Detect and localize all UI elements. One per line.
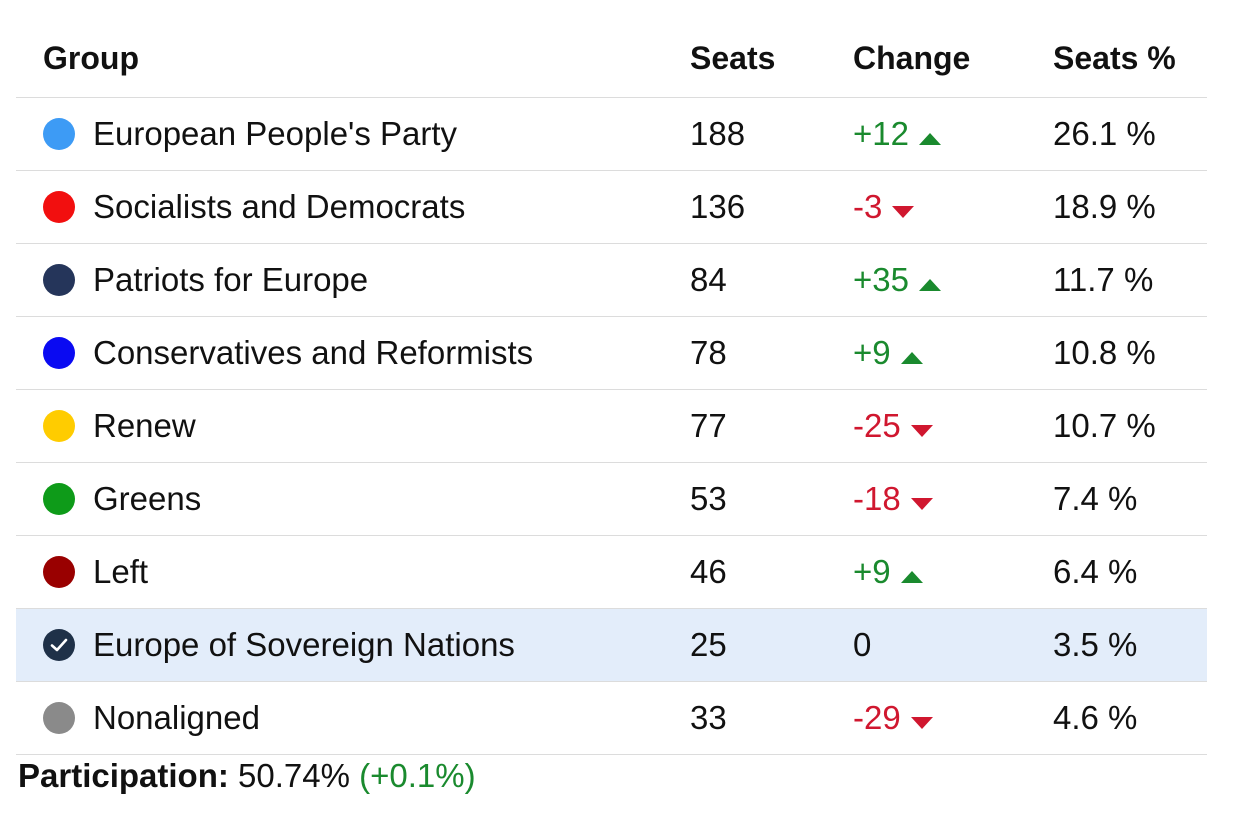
- seats-value: 46: [690, 553, 727, 590]
- seats-pct-value: 7.4 %: [1053, 480, 1138, 517]
- seats-pct-value: 6.4 %: [1053, 553, 1138, 590]
- color-dot-icon: [43, 702, 75, 734]
- group-name: Patriots for Europe: [93, 261, 369, 298]
- seats-value: 188: [690, 115, 746, 152]
- change-cell: -3: [853, 171, 915, 243]
- table-row[interactable]: Patriots for Europe 84 +35 11.7 %: [16, 244, 1207, 317]
- group-cell: Patriots for Europe: [43, 244, 368, 316]
- table-row[interactable]: Nonaligned 33 -29 4.6 %: [16, 682, 1207, 755]
- triangle-up-icon: [918, 261, 941, 299]
- checkmark-icon: [43, 629, 75, 661]
- change-value: +9: [853, 334, 891, 371]
- color-dot-icon: [43, 264, 75, 296]
- change-cell: -18: [853, 463, 933, 535]
- color-dot-icon: [43, 337, 75, 369]
- seats-value: 77: [690, 407, 727, 444]
- table-row[interactable]: Conservatives and Reformists 78 +9 10.8 %: [16, 317, 1207, 390]
- triangle-up-icon: [918, 115, 941, 153]
- change-value: +35: [853, 261, 909, 298]
- participation-label: Participation:: [18, 757, 229, 794]
- seats-pct-value: 10.7 %: [1053, 407, 1156, 444]
- triangle-down-icon: [892, 188, 915, 226]
- seats-pct-value: 26.1 %: [1053, 115, 1156, 152]
- color-dot-icon: [43, 483, 75, 515]
- participation-line: Participation: 50.74% (+0.1%): [18, 757, 476, 795]
- table-body: European People's Party 188 +12 26.1 % Socia…: [16, 98, 1207, 755]
- seats-value: 78: [690, 334, 727, 371]
- group-name: Renew: [93, 407, 196, 444]
- group-cell: Conservatives and Reformists: [43, 317, 533, 389]
- group-cell: Left: [43, 536, 148, 608]
- group-name: Nonaligned: [93, 699, 260, 736]
- change-value: +9: [853, 553, 891, 590]
- change-cell: +12: [853, 98, 941, 170]
- triangle-down-icon: [910, 480, 933, 518]
- group-cell: European People's Party: [43, 98, 457, 170]
- participation-delta: (+0.1%): [359, 757, 476, 794]
- group-name: Europe of Sovereign Nations: [93, 626, 515, 663]
- seats-pct-value: 4.6 %: [1053, 699, 1138, 736]
- group-cell: Renew: [43, 390, 196, 462]
- table-row[interactable]: European People's Party 188 +12 26.1 %: [16, 98, 1207, 171]
- seats-value: 33: [690, 699, 727, 736]
- group-name: Conservatives and Reformists: [93, 334, 534, 371]
- seats-value: 84: [690, 261, 727, 298]
- color-dot-icon: [43, 191, 75, 223]
- table-row[interactable]: Europe of Sovereign Nations 25 0 3.5 %: [16, 609, 1207, 682]
- seats-value: 25: [690, 626, 727, 663]
- change-cell: -29: [853, 682, 933, 754]
- group-name: Greens: [93, 480, 202, 517]
- change-value: +12: [853, 115, 909, 152]
- triangle-down-icon: [910, 699, 933, 737]
- change-value: -3: [853, 188, 883, 225]
- change-cell: +9: [853, 536, 923, 608]
- seats-value: 53: [690, 480, 727, 517]
- triangle-down-icon: [910, 407, 933, 445]
- group-cell: Europe of Sovereign Nations: [43, 609, 515, 681]
- seats-value: 136: [690, 188, 746, 225]
- triangle-up-icon: [900, 553, 923, 591]
- table-row[interactable]: Renew 77 -25 10.7 %: [16, 390, 1207, 463]
- group-name: Socialists and Democrats: [93, 188, 466, 225]
- table-row[interactable]: Greens 53 -18 7.4 %: [16, 463, 1207, 536]
- change-value: -25: [853, 407, 901, 444]
- seats-pct-value: 11.7 %: [1053, 261, 1154, 298]
- change-value: -29: [853, 699, 901, 736]
- change-cell: -25: [853, 390, 933, 462]
- change-value: -18: [853, 480, 901, 517]
- table-row[interactable]: Left 46 +9 6.4 %: [16, 536, 1207, 609]
- participation-value: 50.74%: [238, 757, 350, 794]
- seats-pct-value: 3.5 %: [1053, 626, 1138, 663]
- column-header-seats-pct: Seats %: [1053, 40, 1176, 76]
- group-name: Left: [93, 553, 149, 590]
- column-header-group: Group: [43, 40, 139, 76]
- color-dot-icon: [43, 556, 75, 588]
- color-dot-icon: [43, 410, 75, 442]
- group-cell: Socialists and Democrats: [43, 171, 465, 243]
- column-header-change: Change: [853, 40, 971, 76]
- change-cell: 0: [853, 609, 871, 681]
- column-header-seats: Seats: [690, 40, 776, 76]
- group-name: European People's Party: [93, 115, 458, 152]
- color-dot-icon: [43, 118, 75, 150]
- results-table: Group Seats Change Seats % European Peop…: [16, 20, 1207, 755]
- group-cell: Nonaligned: [43, 682, 260, 754]
- seats-pct-value: 10.8 %: [1053, 334, 1156, 371]
- table-header: Group Seats Change Seats %: [16, 20, 1207, 98]
- triangle-up-icon: [900, 334, 923, 372]
- table-row[interactable]: Socialists and Democrats 136 -3 18.9 %: [16, 171, 1207, 244]
- seats-pct-value: 18.9 %: [1053, 188, 1156, 225]
- change-cell: +35: [853, 244, 941, 316]
- group-cell: Greens: [43, 463, 201, 535]
- change-value: 0: [853, 626, 872, 663]
- change-cell: +9: [853, 317, 923, 389]
